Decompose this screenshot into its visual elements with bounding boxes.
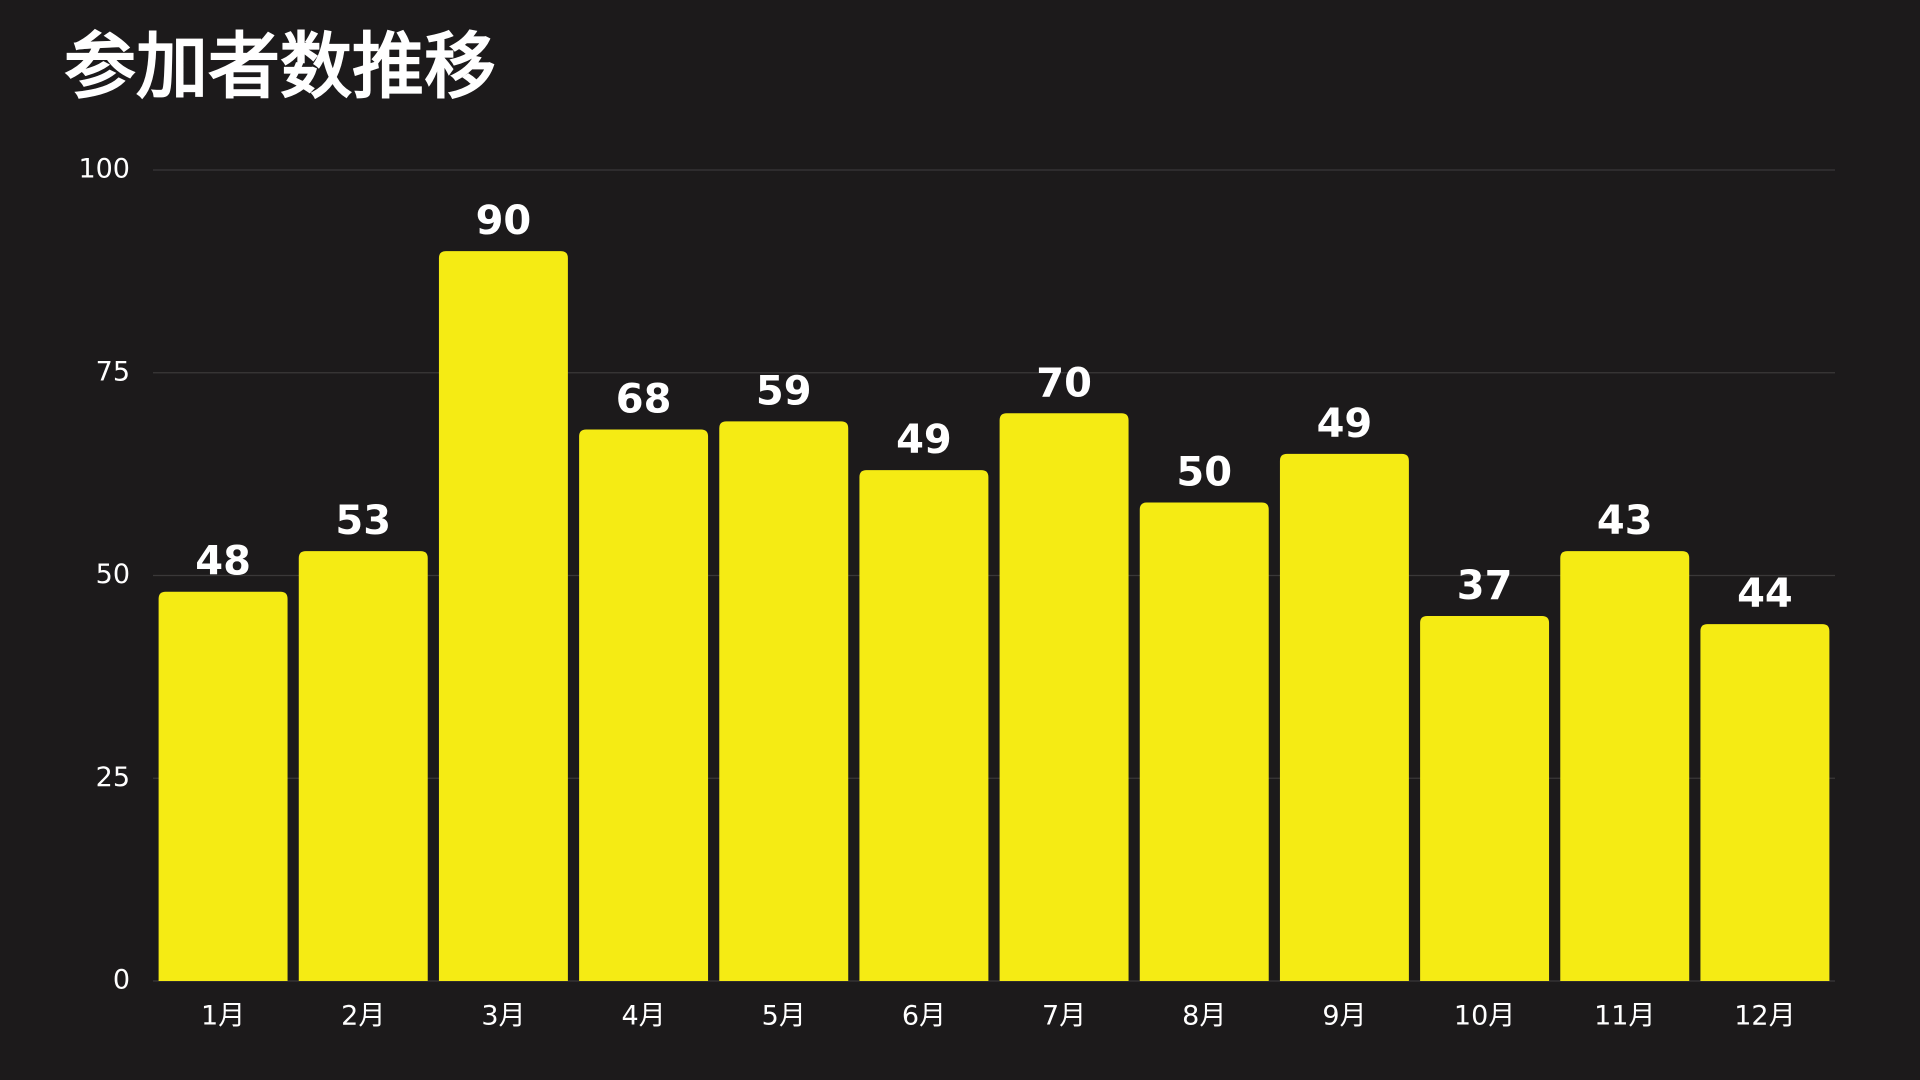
x-tick-label: 1月 [201,1001,245,1032]
bar [719,421,849,981]
bar [1420,616,1550,981]
x-tick-label: 3月 [481,1001,525,1032]
x-tick-label: 11月 [1594,1001,1655,1032]
x-tick-label: 4月 [621,1001,665,1032]
y-tick-label: 100 [78,154,130,185]
x-tick-label: 7月 [1042,1001,1086,1032]
bar [298,551,428,981]
bar [579,429,709,981]
x-tick-label: 12月 [1734,1001,1795,1032]
bar [859,470,989,981]
x-tick-label: 10月 [1454,1001,1515,1032]
x-tick-label: 6月 [902,1001,946,1032]
y-tick-label: 25 [96,762,130,793]
bar [1139,502,1269,981]
bar [158,591,288,981]
data-label: 59 [756,368,812,414]
data-label: 70 [1036,360,1092,406]
x-tick-label: 8月 [1182,1001,1226,1032]
y-tick-label: 0 [113,965,130,996]
chart-title: 参加者数推移 [64,25,496,109]
bar [1560,551,1690,981]
y-tick-label: 50 [96,559,130,590]
data-label: 53 [335,498,391,544]
x-tick-label: 2月 [341,1001,385,1032]
x-tick-label: 9月 [1322,1001,1366,1032]
bar [1279,453,1409,982]
data-label: 48 [195,539,251,585]
data-label: 49 [896,417,952,463]
bar [438,251,568,982]
bar [1700,624,1830,981]
data-label: 50 [1176,450,1232,496]
x-tick-label: 5月 [762,1001,806,1032]
data-label: 44 [1737,571,1793,617]
data-label: 90 [476,198,532,244]
data-label: 37 [1457,563,1513,609]
bar [999,413,1129,981]
data-label: 68 [616,377,672,423]
data-label: 49 [1317,401,1373,447]
data-label: 43 [1597,498,1653,544]
y-tick-label: 75 [96,356,130,387]
